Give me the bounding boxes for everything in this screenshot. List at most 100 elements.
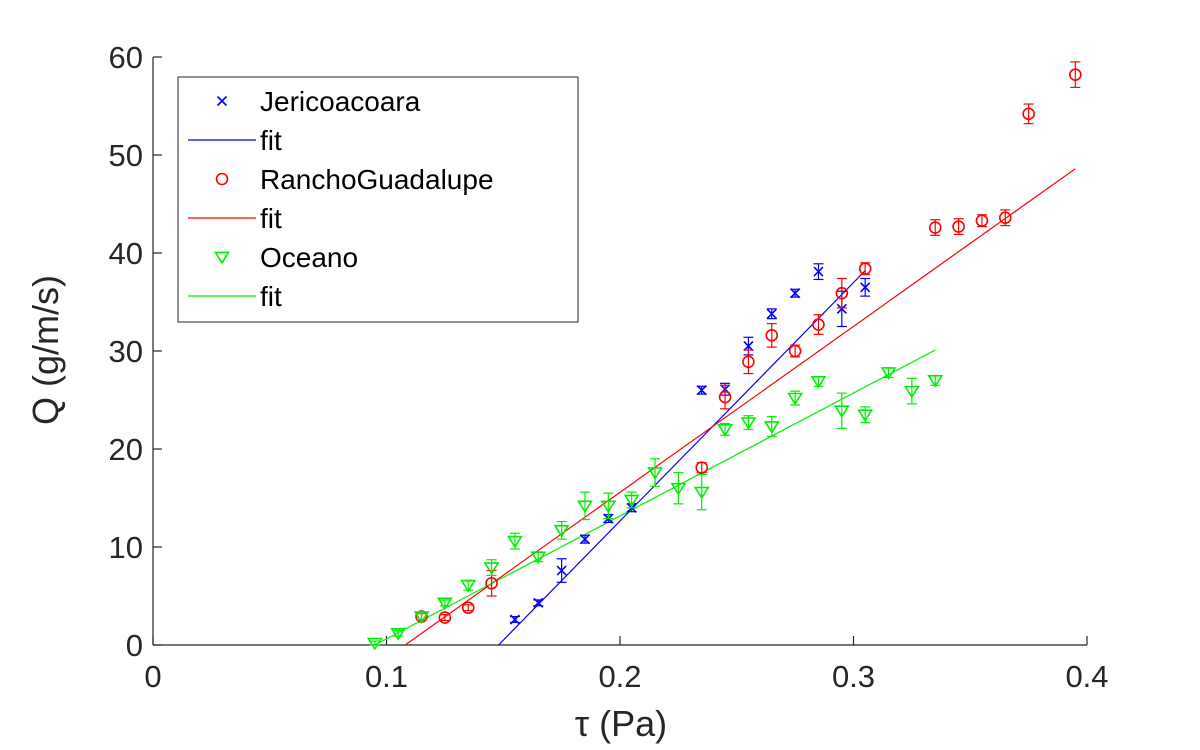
marker bbox=[903, 385, 920, 399]
y-tick-label: 60 bbox=[109, 40, 143, 75]
x-tick-label: 0.1 bbox=[365, 659, 408, 694]
legend-label: fit bbox=[260, 203, 282, 234]
data-point-oceano bbox=[903, 377, 920, 405]
marker bbox=[579, 534, 591, 545]
triangle-mark bbox=[460, 579, 477, 593]
y-tick-label: 20 bbox=[109, 432, 143, 467]
data-point-jericoacoara bbox=[533, 597, 544, 608]
y-tick-label: 0 bbox=[126, 628, 143, 663]
legend-entry-fit: fit bbox=[188, 203, 282, 234]
data-point-oceano bbox=[506, 532, 523, 550]
data-point-oceano bbox=[600, 492, 617, 520]
data-point-jericoacoara bbox=[766, 308, 777, 320]
marker bbox=[506, 535, 523, 549]
data-point-jericoacoara bbox=[556, 558, 567, 583]
legend-marker bbox=[215, 172, 229, 186]
marker bbox=[857, 409, 874, 423]
x-mark-stroke bbox=[533, 597, 544, 608]
circle-mark bbox=[461, 601, 475, 615]
x-mark-stroke bbox=[216, 95, 228, 107]
marker bbox=[647, 467, 663, 480]
data-point-ranchoguadalupe bbox=[438, 611, 452, 624]
marker bbox=[975, 214, 989, 227]
legend-entry-jericoacoara: Jericoacoara bbox=[216, 86, 421, 117]
data-point-ranchoguadalupe bbox=[952, 218, 965, 235]
triangle-mark bbox=[787, 392, 804, 406]
y-tick-label: 40 bbox=[109, 236, 143, 271]
marker bbox=[366, 637, 383, 651]
data-point-oceano bbox=[483, 559, 500, 577]
data-point-ranchoguadalupe bbox=[742, 349, 755, 375]
legend-marker bbox=[214, 251, 230, 265]
marker bbox=[836, 303, 847, 314]
data-point-ranchoguadalupe bbox=[975, 214, 989, 228]
data-point-oceano bbox=[763, 416, 780, 437]
marker bbox=[790, 288, 801, 299]
fit-line-jericoacoara bbox=[498, 270, 866, 646]
marker bbox=[436, 597, 453, 611]
legend-label: Jericoacoara bbox=[260, 86, 421, 117]
marker bbox=[485, 576, 498, 590]
legend-label: Oceano bbox=[260, 242, 358, 273]
triangle-mark bbox=[530, 551, 547, 565]
x-tick-label: 0.3 bbox=[832, 659, 875, 694]
data-point-oceano bbox=[740, 415, 757, 430]
marker bbox=[390, 627, 407, 641]
data-point-ranchoguadalupe bbox=[998, 209, 1012, 227]
data-point-ranchoguadalupe bbox=[835, 277, 849, 309]
triangle-mark bbox=[366, 637, 383, 651]
data-point-ranchoguadalupe bbox=[695, 461, 709, 474]
marker bbox=[742, 355, 755, 369]
legend-entry-fit: fit bbox=[188, 125, 282, 156]
marker bbox=[483, 562, 500, 575]
data-point-oceano bbox=[717, 422, 734, 437]
circle-mark bbox=[215, 172, 229, 186]
marker bbox=[998, 211, 1012, 225]
data-point-oceano bbox=[647, 458, 663, 487]
circle-mark bbox=[812, 318, 825, 331]
legend-entry-ranchoguadalupe: RanchoGuadalupe bbox=[215, 164, 494, 195]
circle-mark bbox=[998, 211, 1012, 225]
data-point-oceano bbox=[787, 390, 804, 406]
y-tick-label: 10 bbox=[109, 530, 143, 565]
data-point-jericoacoara bbox=[509, 614, 520, 625]
circle-mark bbox=[975, 214, 989, 227]
triangle-mark bbox=[553, 524, 570, 538]
marker bbox=[1069, 68, 1082, 81]
circle-mark bbox=[835, 286, 849, 300]
triangle-mark bbox=[740, 417, 757, 430]
x-mark-stroke bbox=[860, 282, 871, 293]
triangle-mark bbox=[483, 562, 500, 575]
circle-mark bbox=[1069, 68, 1082, 81]
triangle-mark bbox=[506, 535, 523, 549]
triangle-mark bbox=[880, 367, 897, 380]
data-markers bbox=[366, 61, 1082, 651]
x-mark-stroke bbox=[813, 266, 824, 277]
circle-mark bbox=[485, 576, 498, 590]
x-mark-stroke bbox=[696, 385, 707, 396]
legend-marker bbox=[216, 95, 228, 107]
marker bbox=[787, 392, 804, 406]
marker bbox=[1022, 107, 1035, 121]
triangle-mark bbox=[647, 467, 663, 480]
data-point-ranchoguadalupe bbox=[928, 219, 942, 236]
marker bbox=[460, 579, 477, 593]
data-point-oceano bbox=[927, 374, 944, 388]
marker bbox=[927, 375, 944, 388]
marker bbox=[693, 486, 710, 500]
marker bbox=[718, 390, 732, 404]
y-tick-label: 50 bbox=[109, 138, 143, 173]
x-tick-label: 0.2 bbox=[598, 659, 641, 694]
data-point-jericoacoara bbox=[696, 385, 707, 396]
marker bbox=[810, 376, 827, 389]
marker bbox=[766, 308, 777, 319]
marker bbox=[553, 524, 570, 538]
triangle-mark bbox=[413, 611, 430, 624]
circle-mark bbox=[928, 221, 942, 234]
data-point-ranchoguadalupe bbox=[788, 344, 802, 358]
marker bbox=[413, 611, 430, 624]
circle-mark bbox=[718, 390, 732, 404]
data-point-oceano bbox=[460, 579, 477, 593]
data-point-oceano bbox=[390, 627, 407, 641]
marker bbox=[928, 221, 942, 234]
